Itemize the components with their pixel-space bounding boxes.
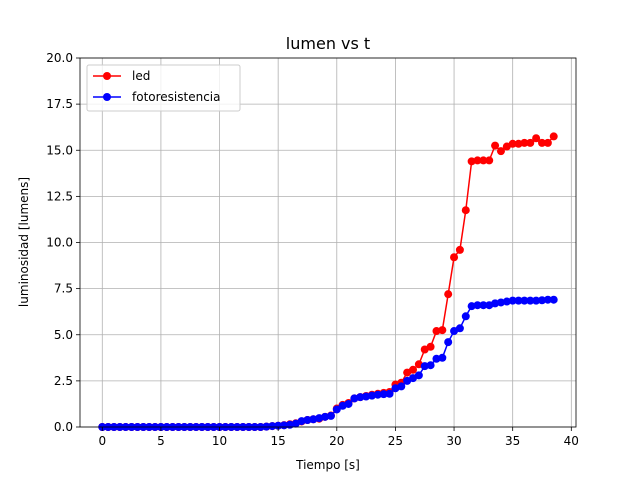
data-point-fotoresistencia (362, 392, 371, 401)
x-tick-label: 15 (271, 434, 286, 448)
data-point-fotoresistencia (426, 361, 435, 370)
data-point-fotoresistencia (514, 296, 523, 305)
data-point-fotoresistencia (321, 412, 330, 421)
y-tick-label: 0.0 (54, 420, 73, 434)
data-point-fotoresistencia (467, 302, 476, 311)
legend-marker-fotoresistencia (103, 93, 111, 101)
data-point-fotoresistencia (268, 422, 277, 431)
data-point-fotoresistencia (344, 399, 353, 408)
data-point-led (514, 139, 523, 148)
data-point-fotoresistencia (496, 298, 505, 307)
x-tick-label: 40 (564, 434, 579, 448)
data-point-led (438, 326, 447, 335)
data-point-fotoresistencia (373, 390, 382, 399)
legend-label-led: led (132, 69, 150, 83)
y-tick-label: 10.0 (46, 236, 73, 250)
data-point-fotoresistencia (491, 299, 500, 308)
data-point-fotoresistencia (538, 296, 546, 305)
x-tick-label: 30 (446, 434, 461, 448)
series-line-led (102, 135, 555, 428)
data-point-fotoresistencia (461, 312, 470, 321)
y-tick-label: 15.0 (46, 143, 73, 157)
data-point-fotoresistencia (526, 296, 535, 305)
data-point-led (496, 147, 505, 156)
data-point-fotoresistencia (502, 297, 511, 306)
data-point-fotoresistencia (520, 296, 529, 305)
data-point-fotoresistencia (508, 296, 517, 305)
x-tick-label: 25 (388, 434, 403, 448)
y-tick-label: 5.0 (54, 328, 73, 342)
data-point-fotoresistencia (367, 391, 376, 400)
data-point-fotoresistencia (356, 393, 365, 402)
data-point-fotoresistencia (303, 415, 312, 424)
legend: led fotoresistencia (86, 64, 241, 112)
series-led (98, 132, 558, 431)
data-point-fotoresistencia (414, 371, 423, 380)
data-point-fotoresistencia (549, 295, 558, 304)
data-point-fotoresistencia (274, 421, 283, 430)
data-point-led (461, 206, 470, 215)
data-point-fotoresistencia (543, 295, 552, 304)
x-tick-label: 0 (98, 434, 106, 448)
data-point-led (432, 327, 441, 336)
data-point-led (444, 290, 453, 299)
data-point-fotoresistencia (397, 382, 406, 391)
x-tick-label: 10 (212, 434, 227, 448)
data-point-fotoresistencia (532, 296, 541, 305)
data-point-fotoresistencia (432, 354, 441, 363)
data-point-led (455, 245, 464, 254)
axis-ticks: 0 5 10 15 20 25 30 35 40 0.0 2.5 5.0 7.5 10.0 12.5 15.0… (46, 51, 579, 448)
data-point-led (538, 138, 546, 147)
y-tick-label: 17.5 (46, 97, 73, 111)
data-point-fotoresistencia (379, 390, 388, 399)
series-line-fotoresistencia (102, 298, 554, 428)
x-tick-label: 35 (505, 434, 520, 448)
data-point-fotoresistencia (438, 353, 447, 362)
y-tick-label: 7.5 (54, 282, 73, 296)
data-point-fotoresistencia (444, 338, 453, 347)
data-point-led (508, 139, 517, 148)
legend-marker-led (103, 72, 111, 80)
data-point-led (409, 365, 418, 374)
x-axis-label: Tiempo [s] (295, 458, 360, 472)
data-point-led (479, 156, 488, 165)
data-point-led (473, 156, 482, 165)
x-tick-label: 5 (157, 434, 165, 448)
legend-box (86, 64, 241, 112)
chart-title: lumen vs t (286, 34, 370, 53)
data-point-led (467, 157, 476, 166)
series-fotoresistencia (98, 295, 558, 431)
data-point-led (549, 132, 558, 141)
data-point-led (426, 342, 435, 351)
data-point-led (450, 253, 459, 262)
data-point-fotoresistencia (326, 411, 335, 420)
data-point-led (491, 141, 500, 150)
data-point-fotoresistencia (479, 301, 488, 310)
data-point-led (520, 138, 529, 147)
x-tick-label: 20 (329, 434, 344, 448)
data-point-fotoresistencia (473, 301, 482, 310)
data-point-led (485, 156, 494, 165)
y-axis-label: luminosidad [lumens] (17, 177, 31, 307)
data-point-led (526, 138, 535, 147)
y-tick-label: 12.5 (46, 189, 73, 203)
data-point-fotoresistencia (385, 389, 394, 398)
data-point-fotoresistencia (420, 362, 429, 371)
series-layer (98, 132, 558, 431)
legend-label-fotoresistencia: fotoresistencia (132, 90, 220, 104)
y-tick-label: 20.0 (46, 51, 73, 65)
data-point-led (543, 138, 552, 147)
data-point-led (532, 134, 541, 143)
grid (80, 57, 576, 428)
data-point-fotoresistencia (332, 405, 341, 414)
data-point-fotoresistencia (455, 324, 464, 333)
y-tick-label: 2.5 (54, 374, 73, 388)
